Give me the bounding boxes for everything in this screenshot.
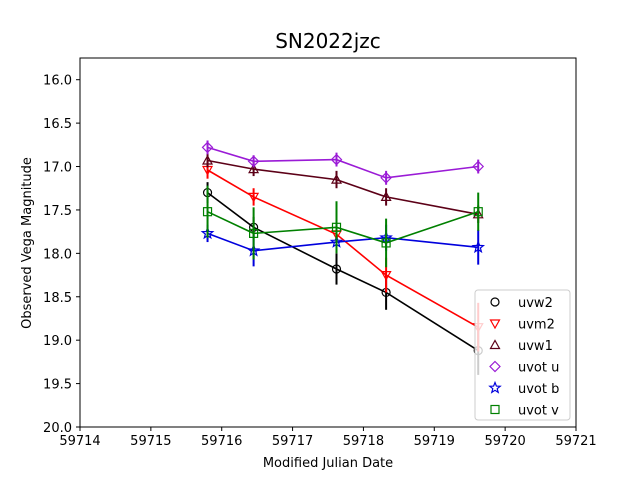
y-tick-label: 17.5 xyxy=(43,204,72,219)
y-tick-label: 19.0 xyxy=(43,334,72,349)
y-axis: 16.0 16.5 17.0 17.5 18.0 18.5 19.0 19.5 20.0 xyxy=(43,74,80,436)
series-uvot-v xyxy=(202,185,483,268)
series-line-uvot-u xyxy=(207,146,479,179)
legend-label-uvot-b: uvot b xyxy=(518,382,559,397)
data-point-uvw1 xyxy=(201,154,214,165)
legend-label-uvw1: uvw1 xyxy=(518,339,553,354)
y-tick-label: 18.5 xyxy=(43,291,72,306)
series-uvw2 xyxy=(202,182,483,375)
data-point-uvot-u xyxy=(330,153,343,166)
series-line-uvot-b xyxy=(207,232,479,252)
x-tick-label: 59718 xyxy=(343,434,384,449)
y-tick-label: 19.5 xyxy=(43,378,72,393)
legend-marker-uvm2 xyxy=(489,319,501,330)
plot-frame xyxy=(79,57,577,428)
x-tick-label: 59716 xyxy=(201,434,242,449)
y-tick-label: 16.5 xyxy=(43,117,72,132)
data-point-uvw1 xyxy=(330,173,343,184)
data-point-uvw2 xyxy=(331,264,342,274)
series-uvm2 xyxy=(201,161,484,352)
x-tick-label: 59719 xyxy=(414,434,455,449)
legend-label-uvm2: uvm2 xyxy=(518,318,555,333)
data-point-uvot-u xyxy=(380,171,392,184)
x-tick-label: 59721 xyxy=(555,434,596,449)
data-point-uvot-v xyxy=(473,207,483,217)
data-point-uvot-v xyxy=(381,238,391,248)
data-point-uvot-v xyxy=(249,228,259,238)
legend: uvw2 uvm2 uvw1 uvot u uvot b uvot v xyxy=(474,289,571,421)
y-tick-label: 17.0 xyxy=(43,161,72,176)
data-point-uvot-u xyxy=(201,141,214,154)
data-point-uvw1 xyxy=(380,191,392,201)
legend-marker-uvot-u xyxy=(489,360,501,373)
data-point-uvot-v xyxy=(202,207,213,217)
data-point-uvm2 xyxy=(380,271,392,281)
series-uvot-b xyxy=(200,224,486,267)
x-tick-label: 59715 xyxy=(130,434,171,449)
data-point-uvot-u xyxy=(472,160,485,173)
data-point-uvot-b xyxy=(471,240,486,254)
legend-marker-uvw1 xyxy=(489,339,501,350)
legend-marker-uvot-b xyxy=(488,380,502,394)
y-tick-label: 16.0 xyxy=(43,74,72,89)
x-axis: 59714 59715 59716 59717 59718 59719 59720 59721 xyxy=(59,427,597,449)
x-axis-label: Modified Julian Date xyxy=(263,456,393,471)
legend-marker-uvot-v xyxy=(490,404,500,415)
data-point-uvot-v xyxy=(331,222,342,232)
y-axis-label: Observed Vega Magnitude xyxy=(20,157,35,329)
data-point-uvm2 xyxy=(248,192,260,203)
x-tick-label: 59714 xyxy=(59,434,100,449)
y-tick-label: 18.0 xyxy=(43,247,72,262)
x-tick-label: 59717 xyxy=(272,434,313,449)
series-line-uvw1 xyxy=(207,159,479,216)
legend-label-uvw2: uvw2 xyxy=(518,296,553,311)
series-line-uvw2 xyxy=(207,191,479,352)
y-tick-label: 20.0 xyxy=(43,421,72,436)
data-point-uvw1 xyxy=(248,163,260,174)
x-tick-label: 59720 xyxy=(484,434,525,449)
legend-label-uvot-u: uvot u xyxy=(518,361,559,376)
series-uvot-u xyxy=(201,140,485,185)
data-point-uvot-u xyxy=(247,155,260,168)
plot-series xyxy=(200,140,486,375)
legend-label-uvot-v: uvot v xyxy=(518,404,559,419)
series-uvw1 xyxy=(201,153,484,223)
chart-title: SN2022jzc xyxy=(275,29,381,53)
series-line-uvot-v xyxy=(207,210,479,244)
legend-marker-uvw2 xyxy=(490,297,500,307)
